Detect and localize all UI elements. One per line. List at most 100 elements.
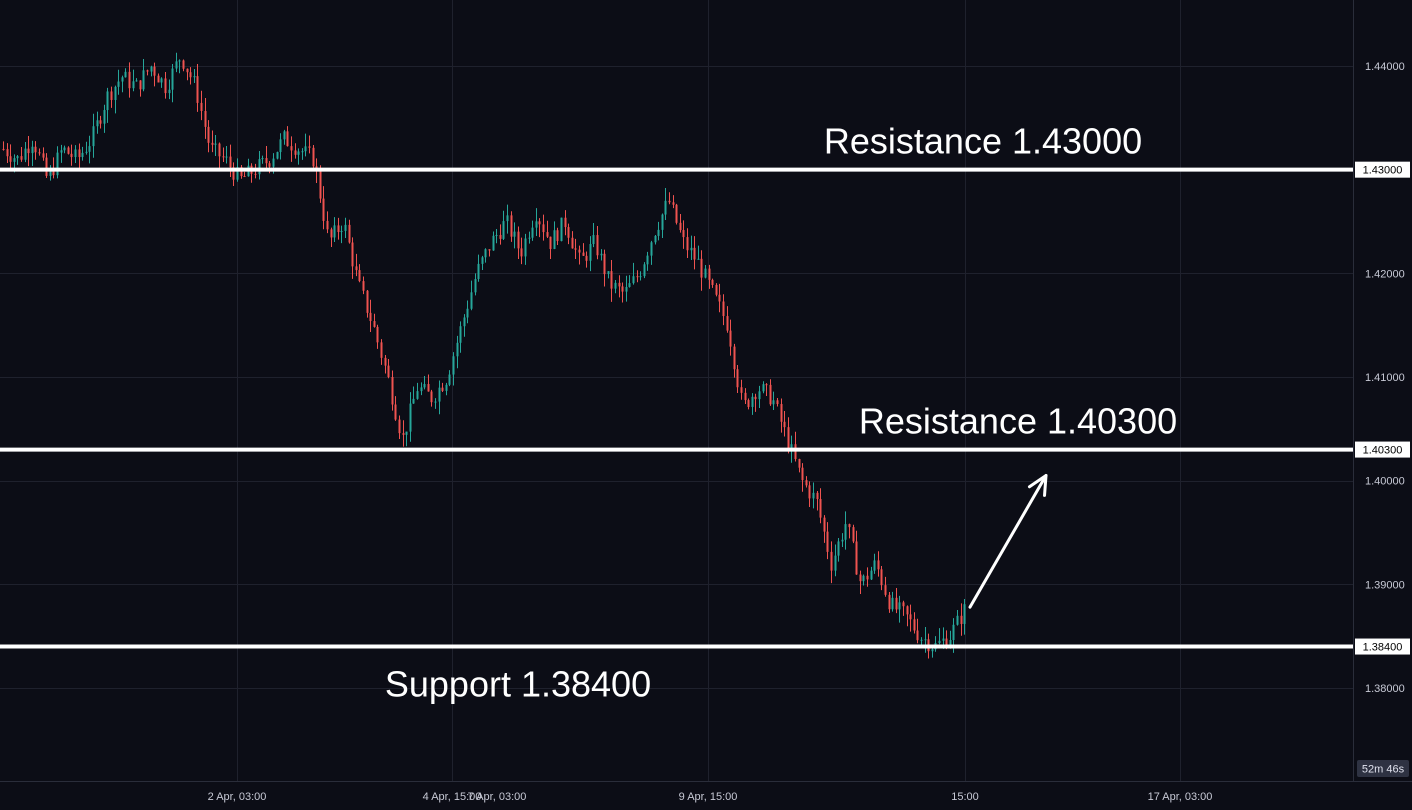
candle-down xyxy=(783,421,786,428)
candle-down xyxy=(916,630,919,641)
candle-down xyxy=(9,156,12,162)
price-tick-label: 1.38000 xyxy=(1365,683,1405,695)
time-tick-label: 7 Apr, 03:00 xyxy=(468,791,527,803)
candle-down xyxy=(819,498,822,518)
candle-down xyxy=(906,606,909,615)
candle-down xyxy=(204,110,207,127)
candle-down xyxy=(740,387,743,393)
candle-down xyxy=(326,220,329,230)
time-axis[interactable]: 2 Apr, 03:00 4 Apr, 15:007 Apr, 03:00 9 Ap… xyxy=(208,791,1213,803)
candle-down xyxy=(139,80,142,90)
candle-up xyxy=(81,152,84,158)
candle-up xyxy=(160,78,163,83)
time-tick-label: 17 Apr, 03:00 xyxy=(1148,791,1213,803)
candle-up xyxy=(495,234,498,236)
candle-up xyxy=(31,146,34,154)
candle-up xyxy=(942,638,945,641)
candle-down xyxy=(222,156,225,158)
level-price-tag xyxy=(1355,441,1410,458)
candle-down xyxy=(769,384,772,405)
support-label: Support 1.38400 xyxy=(385,664,651,705)
candle-down xyxy=(787,427,790,450)
candle-up xyxy=(412,398,415,404)
candle-up xyxy=(535,221,538,228)
candle-down xyxy=(913,619,916,631)
candle-up xyxy=(628,283,631,287)
candle-up xyxy=(85,151,88,153)
candle-down xyxy=(736,369,739,388)
candle-up xyxy=(459,326,462,343)
price-axis[interactable]: 1.44000 1.42000 1.41000 1.40000 1.39000 1.380… xyxy=(1365,61,1405,695)
candle-up xyxy=(124,71,127,78)
candle-down xyxy=(546,232,549,237)
candle-up xyxy=(664,200,667,215)
candle-down xyxy=(34,146,37,153)
candle-down xyxy=(960,615,963,624)
candle-down xyxy=(823,517,826,532)
price-tick-label: 1.44000 xyxy=(1365,61,1405,73)
candle-up xyxy=(560,217,563,242)
candle-down xyxy=(362,281,365,291)
candle-up xyxy=(63,147,66,151)
candle-up xyxy=(283,131,286,140)
candle-up xyxy=(279,139,282,153)
candle-up xyxy=(862,575,865,582)
candle-down xyxy=(2,148,5,150)
candle-up xyxy=(60,150,63,153)
candle-down xyxy=(358,270,361,282)
candle-down xyxy=(794,444,797,460)
candle-down xyxy=(402,433,405,435)
candle-down xyxy=(564,217,567,228)
candle-up xyxy=(193,76,196,78)
candle-up xyxy=(474,279,477,293)
time-tick-label: 4 Apr, 15:00 xyxy=(423,791,482,803)
candle-down xyxy=(229,156,232,168)
candle-up xyxy=(690,247,693,251)
candle-up xyxy=(114,86,117,101)
candle-down xyxy=(366,290,369,313)
candle-down xyxy=(510,215,513,237)
candle-down xyxy=(182,60,185,69)
candle-down xyxy=(708,268,711,280)
candle-down xyxy=(52,169,55,176)
candle-down xyxy=(715,284,718,295)
candle-down xyxy=(232,167,235,180)
candle-down xyxy=(391,377,394,405)
candle-down xyxy=(618,282,621,287)
candle-down xyxy=(610,271,613,289)
candle-down xyxy=(398,419,401,434)
candle-down xyxy=(286,131,289,147)
candle-down xyxy=(196,76,199,103)
price-tick-label: 1.40000 xyxy=(1365,476,1405,488)
candle-down xyxy=(733,346,736,370)
candle-down xyxy=(348,224,351,243)
candle-up xyxy=(697,258,700,260)
candle-down xyxy=(499,234,502,239)
candle-up xyxy=(297,151,300,155)
candle-up xyxy=(340,230,343,233)
candle-down xyxy=(672,202,675,205)
candle-down xyxy=(265,158,268,164)
candle-up xyxy=(607,271,610,275)
candle-up xyxy=(142,70,145,90)
candle-up xyxy=(870,570,873,580)
candle-up xyxy=(456,342,459,357)
candle-up xyxy=(276,152,279,159)
candle-up xyxy=(423,383,426,388)
candle-up xyxy=(924,639,927,641)
candle-down xyxy=(556,230,559,242)
candle-up xyxy=(88,146,91,152)
candle-up xyxy=(344,224,347,231)
candle-up xyxy=(438,387,441,402)
candle-down xyxy=(376,326,379,343)
candle-up xyxy=(74,149,77,158)
candle-up xyxy=(96,120,99,127)
candle-up xyxy=(898,602,901,610)
candle-up xyxy=(13,158,16,162)
candle-down xyxy=(373,321,376,327)
candle-down xyxy=(726,316,729,331)
candle-up xyxy=(812,492,815,499)
candle-up xyxy=(931,649,934,652)
forecast-arrow-shaft xyxy=(968,473,1048,609)
